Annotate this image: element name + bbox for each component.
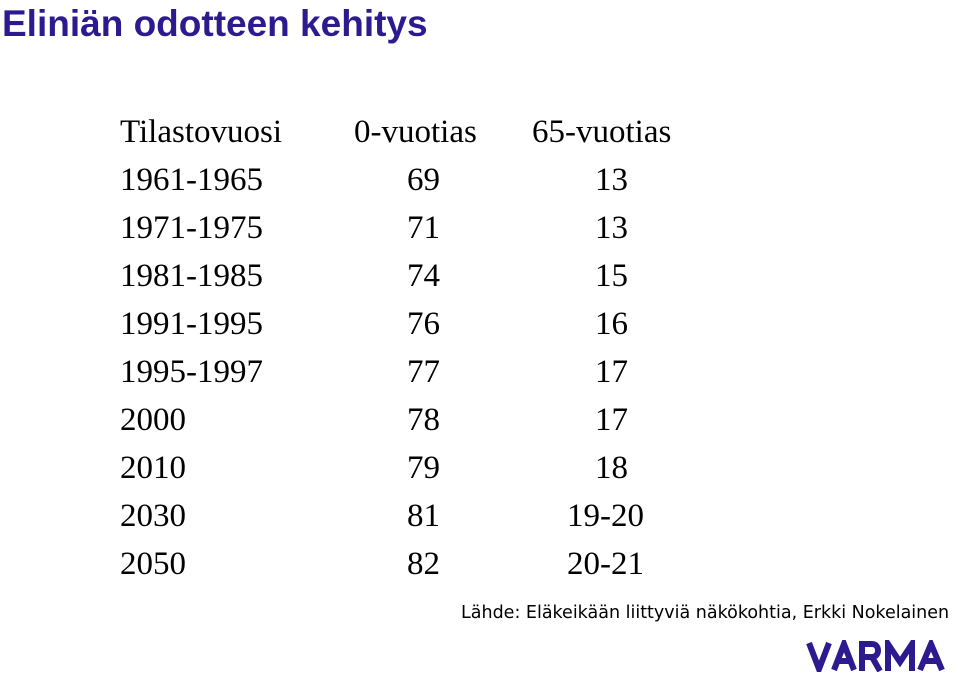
source-note: Lähde: Eläkeikään liittyviä näkökohtia, … bbox=[461, 603, 950, 623]
header-age-65: 65-vuotias bbox=[532, 114, 672, 150]
table-row: 1981-1985 74 15 bbox=[120, 252, 720, 300]
cell-age-0: 71 bbox=[407, 210, 440, 246]
cell-year: 1961-1965 bbox=[120, 162, 263, 198]
table-row: 1991-1995 76 16 bbox=[120, 300, 720, 348]
table-row: 1971-1975 71 13 bbox=[120, 204, 720, 252]
cell-age-65: 15 bbox=[595, 258, 628, 294]
cell-age-65: 17 bbox=[595, 402, 628, 438]
cell-age-0: 82 bbox=[407, 546, 440, 582]
cell-age-65: 13 bbox=[595, 210, 628, 246]
cell-year: 2000 bbox=[120, 402, 186, 438]
cell-age-65: 18 bbox=[595, 450, 628, 486]
cell-age-65: 13 bbox=[595, 162, 628, 198]
cell-age-0: 69 bbox=[407, 162, 440, 198]
cell-year: 2030 bbox=[120, 498, 186, 534]
cell-age-65: 20-21 bbox=[567, 546, 644, 582]
cell-year: 1995-1997 bbox=[120, 354, 263, 390]
table-row: 2000 78 17 bbox=[120, 396, 720, 444]
cell-age-65: 19-20 bbox=[567, 498, 644, 534]
table-row: 2030 81 19-20 bbox=[120, 492, 720, 540]
cell-year: 1971-1975 bbox=[120, 210, 263, 246]
table-row: 2050 82 20-21 bbox=[120, 540, 720, 588]
cell-age-0: 74 bbox=[407, 258, 440, 294]
varma-logo bbox=[806, 640, 945, 672]
cell-age-0: 79 bbox=[407, 450, 440, 486]
cell-age-65: 16 bbox=[595, 306, 628, 342]
table-row: 2010 79 18 bbox=[120, 444, 720, 492]
header-statistics-year: Tilastovuosi bbox=[120, 114, 283, 150]
life-expectancy-table: Tilastovuosi 0-vuotias 65-vuotias 1961-1… bbox=[120, 108, 720, 588]
table-row: 1961-1965 69 13 bbox=[120, 156, 720, 204]
table-row: 1995-1997 77 17 bbox=[120, 348, 720, 396]
cell-age-0: 78 bbox=[407, 402, 440, 438]
cell-year: 1991-1995 bbox=[120, 306, 263, 342]
cell-age-65: 17 bbox=[595, 354, 628, 390]
cell-age-0: 77 bbox=[407, 354, 440, 390]
cell-year: 1981-1985 bbox=[120, 258, 263, 294]
cell-age-0: 81 bbox=[407, 498, 440, 534]
cell-year: 2010 bbox=[120, 450, 186, 486]
cell-year: 2050 bbox=[120, 546, 186, 582]
table-header-row: Tilastovuosi 0-vuotias 65-vuotias bbox=[120, 108, 720, 156]
header-age-0: 0-vuotias bbox=[354, 114, 477, 150]
page-title: Eliniän odotteen kehitys bbox=[2, 3, 428, 44]
cell-age-0: 76 bbox=[407, 306, 440, 342]
